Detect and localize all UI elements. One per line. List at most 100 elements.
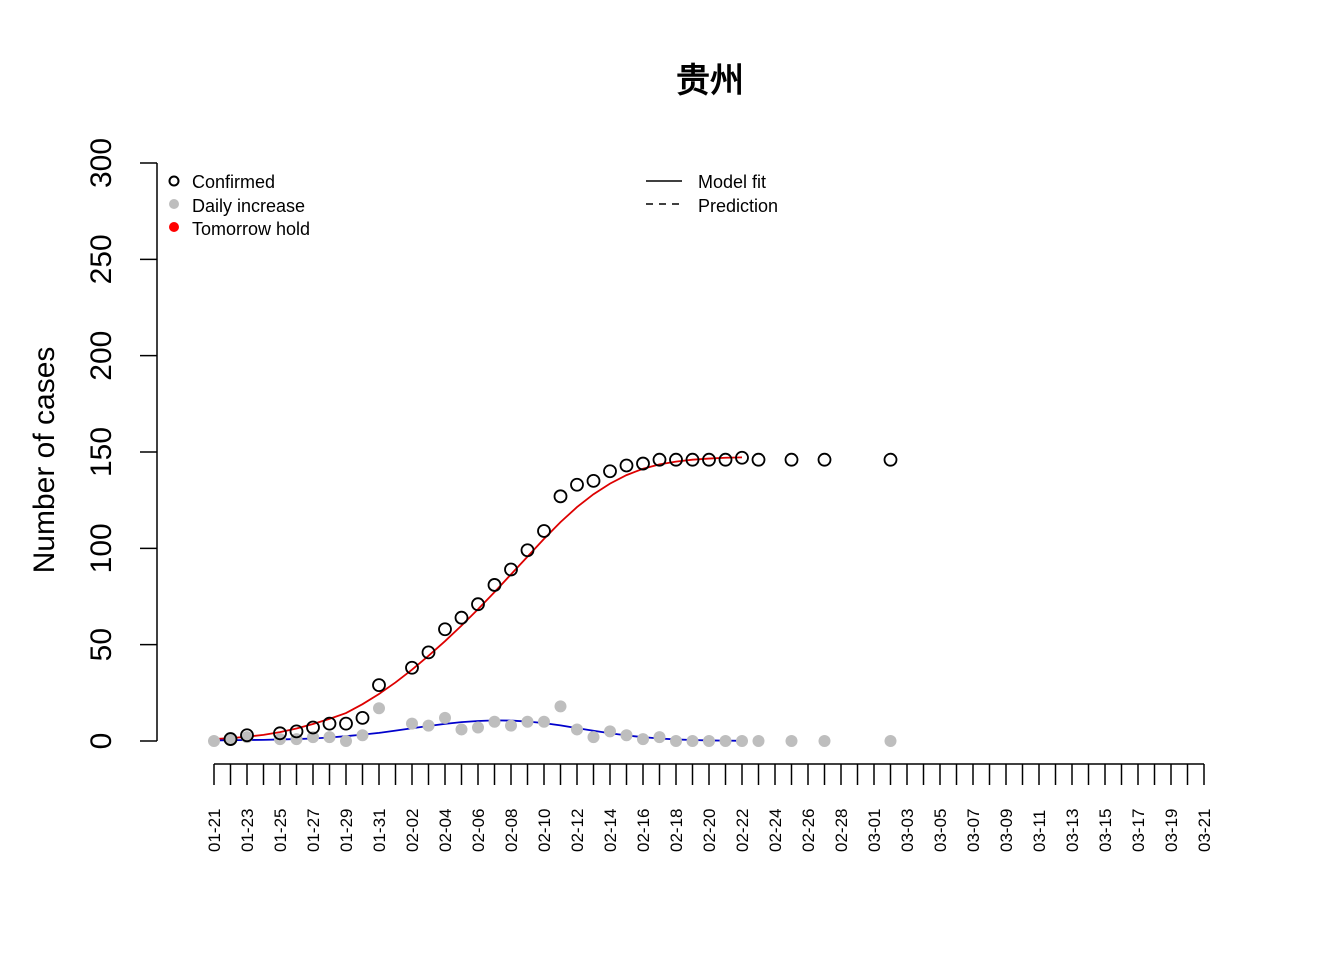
daily-point	[703, 735, 715, 747]
x-tick-label: 01-23	[238, 809, 257, 852]
confirmed-point	[619, 458, 634, 473]
x-tick-label: 03-19	[1162, 809, 1181, 852]
x-tick-label: 03-09	[997, 809, 1016, 852]
fit-confirmed-line	[213, 456, 743, 740]
confirmed-point	[339, 716, 353, 731]
legend-tomorrow-marker	[169, 222, 179, 232]
daily-point	[884, 735, 897, 747]
x-tick-label: 02-20	[700, 809, 719, 852]
daily-point	[554, 700, 567, 713]
chart-title: 贵州	[676, 61, 744, 101]
confirmed-point	[223, 732, 238, 746]
daily-point	[521, 715, 534, 728]
y-axis-label: Number of cases	[28, 347, 61, 574]
x-tick-label: 01-27	[304, 809, 323, 852]
x-tick-label: 02-22	[733, 809, 752, 852]
confirmed-point	[487, 578, 502, 592]
daily-point	[670, 735, 682, 747]
x-tick-label: 02-12	[568, 809, 587, 852]
daily-point	[637, 733, 649, 746]
y-tick-label: 150	[85, 427, 118, 477]
confirmed-point	[702, 452, 716, 467]
x-tick-label: 02-02	[403, 809, 422, 852]
x-tick-label: 02-26	[799, 809, 818, 852]
x-tick-label: 01-29	[337, 809, 356, 852]
confirmed-point	[586, 473, 601, 488]
daily-point	[686, 735, 699, 747]
confirmed-point	[553, 489, 568, 504]
confirmed-point	[570, 477, 584, 492]
confirmed-point	[504, 562, 518, 577]
daily-point	[340, 735, 352, 747]
y-tick-label: 200	[85, 331, 118, 381]
daily-point	[818, 735, 831, 747]
x-tick-label: 03-05	[931, 809, 950, 852]
daily-point	[373, 702, 385, 715]
series-fit-confirmed	[213, 456, 743, 740]
x-tick-label: 03-13	[1063, 809, 1082, 852]
x-tick-label: 03-17	[1129, 809, 1148, 852]
daily-point	[422, 719, 435, 732]
confirmed-point	[471, 597, 485, 612]
confirmed-point	[421, 645, 436, 660]
x-tick-label: 03-07	[964, 809, 983, 852]
x-tick-label: 02-18	[667, 809, 686, 852]
legend-lines: Model fit Prediction	[646, 172, 778, 216]
confirmed-point	[289, 724, 304, 739]
confirmed-point	[817, 452, 832, 467]
series-confirmed	[223, 450, 898, 746]
legend-points: Confirmed Daily increase Tomorrow hold	[168, 172, 310, 239]
x-tick-label: 03-01	[865, 809, 884, 852]
daily-point	[208, 735, 220, 747]
x-tick-label: 02-04	[436, 809, 455, 852]
daily-point	[571, 723, 583, 736]
x-tick-label: 03-11	[1030, 810, 1049, 852]
series-daily-increase	[208, 700, 897, 747]
confirmed-point	[454, 610, 469, 625]
daily-point	[538, 715, 550, 728]
x-tick-label: 01-21	[205, 809, 224, 852]
confirmed-point	[784, 452, 799, 467]
confirmed-point	[306, 720, 320, 735]
daily-point	[752, 735, 765, 747]
confirmed-point	[355, 710, 370, 725]
confirmed-point	[520, 543, 535, 558]
x-tick-label: 02-10	[535, 809, 554, 852]
y-tick-label: 300	[85, 138, 118, 188]
daily-point	[472, 721, 484, 734]
confirmed-point	[669, 452, 683, 467]
x-tick-label: 02-08	[502, 809, 521, 852]
y-tick-label: 50	[85, 628, 118, 661]
y-tick-label: 0	[85, 733, 118, 750]
daily-point	[653, 731, 666, 744]
confirmed-point	[883, 452, 898, 467]
daily-point	[406, 717, 418, 730]
confirmed-point	[735, 450, 749, 465]
daily-point	[488, 715, 501, 728]
confirmed-point	[718, 452, 733, 467]
daily-point	[224, 733, 237, 746]
daily-point	[587, 731, 600, 744]
x-tick-label: 02-28	[832, 809, 851, 852]
legend-prediction-label: Prediction	[698, 196, 778, 216]
daily-point	[356, 729, 369, 742]
confirmed-point	[438, 622, 452, 637]
legend-daily-marker	[169, 199, 179, 209]
x-tick-label: 03-03	[898, 809, 917, 852]
confirmed-point	[636, 456, 650, 471]
daily-point	[439, 711, 451, 724]
y-tick-label: 100	[85, 523, 118, 573]
confirmed-point	[322, 716, 337, 731]
daily-point	[604, 725, 616, 738]
legend-confirmed-label: Confirmed	[192, 172, 275, 192]
confirmed-point	[273, 726, 287, 741]
daily-point	[620, 729, 633, 742]
y-axis: 0 50 100 150 200 250 300	[85, 138, 158, 750]
x-tick-label: 01-31	[370, 809, 389, 852]
daily-point	[736, 735, 748, 747]
confirmed-point	[405, 660, 419, 675]
confirmed-point	[603, 464, 617, 479]
confirmed-point	[372, 678, 386, 693]
daily-point	[785, 735, 798, 747]
